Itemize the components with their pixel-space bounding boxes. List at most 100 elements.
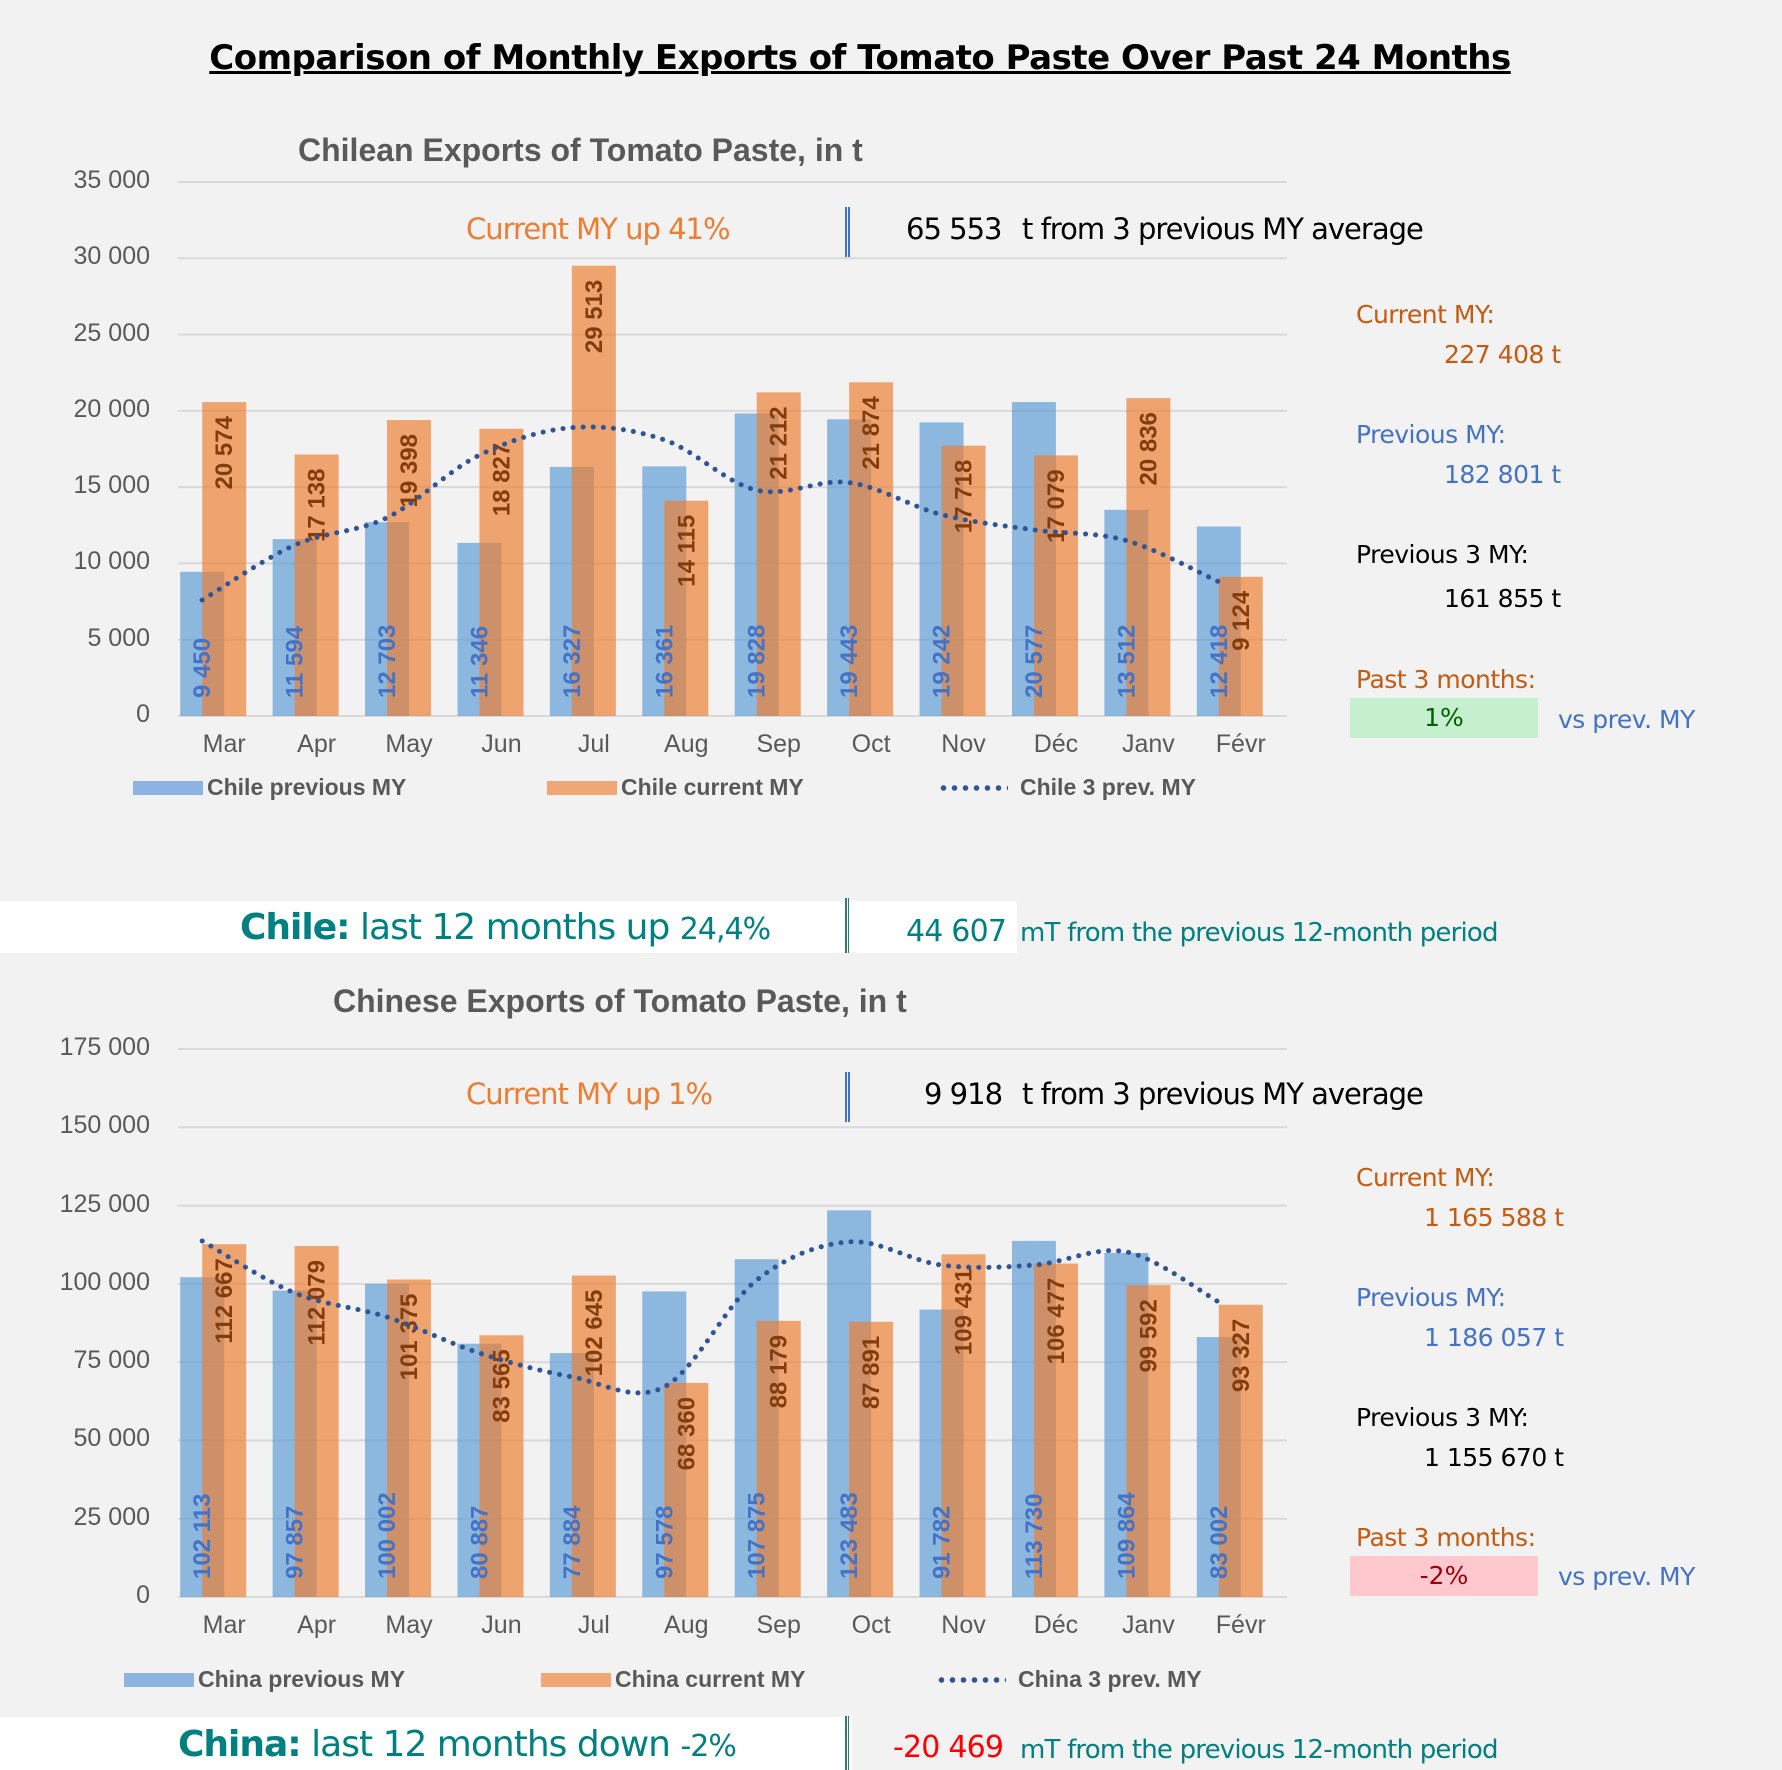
chile-y-tick-label: 35 000 [73, 166, 150, 194]
china-bar-current [756, 1320, 801, 1597]
china-legend-previous: China previous MY [124, 1666, 405, 1693]
chile-label-previous: 19 828 [744, 625, 771, 698]
china-x-tick-label: Févr [1215, 1611, 1266, 1639]
chile-label-previous: 19 242 [929, 625, 956, 698]
legend-swatch-current [541, 1672, 611, 1687]
banner-text: last 12 months down [311, 1724, 671, 1765]
value: 161 855 [1444, 584, 1544, 613]
china-previous-my-label: Previous MY: [1356, 1283, 1506, 1312]
chile-label-current: 14 115 [673, 515, 700, 587]
china-label-current: 102 645 [581, 1290, 608, 1377]
china-label-previous: 107 875 [744, 1492, 771, 1579]
chile-label-previous: 19 443 [836, 625, 863, 698]
chile-x-tick-label: Déc [1033, 730, 1079, 758]
legend-swatch-previous [133, 780, 203, 795]
china-label-previous: 83 002 [1206, 1506, 1233, 1579]
china-label-previous: 77 884 [559, 1505, 586, 1579]
china-past3-label: Past 3 months: [1356, 1523, 1536, 1552]
chile-legend-3prev: Chile 3 prev. MY [938, 774, 1196, 801]
china-x-tick-label: Oct [851, 1611, 891, 1639]
china-current-my-change: Current MY up 1% [466, 1077, 713, 1111]
chile-x-tick-label: Oct [851, 730, 891, 758]
china-banner-suffix: mT from the previous 12-month period [1020, 1735, 1499, 1765]
main-title: Comparison of Monthly Exports of Tomato … [209, 38, 1511, 78]
china-label-previous: 97 578 [651, 1506, 678, 1579]
china-y-tick-label: 100 000 [59, 1267, 150, 1296]
legend-label: Chile current MY [621, 774, 804, 800]
china-x-tick-label: Nov [941, 1611, 986, 1639]
chile-y-tick-label: 10 000 [73, 547, 150, 576]
chile-banner-delta: 44 607 [906, 914, 1007, 949]
chile-line-3prev [199, 424, 1222, 603]
chile-chart-title: Chilean Exports of Tomato Paste, in t [298, 132, 863, 168]
banner-text: last 12 months up [360, 907, 670, 948]
china-y-tick-label: 50 000 [73, 1424, 150, 1453]
chile-legend-current: Chile current MY [547, 774, 804, 801]
china-y-tick-label: 75 000 [73, 1346, 150, 1375]
china-label-previous: 102 113 [189, 1494, 216, 1579]
china-banner-delta: -20 469 [893, 1730, 1004, 1765]
chile-label-current: 29 513 [581, 280, 608, 353]
china-bar-current [941, 1254, 986, 1597]
china-vs-prev-label: vs prev. MY [1558, 1562, 1695, 1591]
chile-prev3-my-value: 161 855 t [1444, 584, 1561, 613]
chile-label-current: 20 836 [1135, 412, 1162, 485]
legend-label: China previous MY [198, 1666, 406, 1692]
chile-diff-value: 65 553 [906, 212, 1002, 246]
chile-x-tick-label: Janv [1121, 730, 1175, 758]
china-x-tick-label: Sep [756, 1611, 801, 1639]
china-current-my-value: 1 165 588 t [1424, 1203, 1564, 1232]
china-label-previous: 97 857 [282, 1506, 309, 1579]
china-label-current: 88 179 [766, 1335, 793, 1408]
legend-label: China current MY [615, 1666, 806, 1692]
chile-label-previous: 16 361 [651, 625, 678, 698]
chile-x-tick-label: Sep [756, 730, 801, 758]
china-bar-current [849, 1321, 894, 1597]
chile-label-previous: 12 418 [1206, 625, 1233, 698]
china-label-current: 99 592 [1135, 1299, 1162, 1372]
value: 182 801 [1444, 460, 1544, 489]
china-bar-current [1033, 1263, 1078, 1597]
legend-label: Chile 3 prev. MY [1020, 774, 1196, 800]
unit: t [1554, 1203, 1564, 1232]
chile-x-tick-label: Févr [1215, 730, 1266, 758]
china-x-tick-label: Jul [577, 1611, 610, 1639]
legend-label: Chile previous MY [207, 774, 407, 800]
china-y-tick-label: 0 [136, 1581, 150, 1609]
chile-banner-suffix: mT from the previous 12-month period [1020, 918, 1499, 948]
china-banner-summary: China: last 12 months down -2% [178, 1724, 737, 1765]
china-legend-3prev: China 3 prev. MY [936, 1666, 1202, 1693]
chile-y-tick-label: 30 000 [73, 242, 150, 271]
china-legend-current: China current MY [541, 1666, 805, 1693]
chile-current-my-value: 227 408 t [1444, 340, 1561, 369]
china-current-my-label: Current MY: [1356, 1163, 1495, 1192]
china-label-current: 109 431 [951, 1268, 978, 1355]
chile-x-tick-label: Apr [297, 730, 337, 758]
china-chart-title: Chinese Exports of Tomato Paste, in t [333, 983, 907, 1019]
china-label-previous: 91 782 [929, 1506, 956, 1579]
chile-label-previous: 11 594 [282, 625, 309, 698]
china-prev3-my-value: 1 155 670 t [1424, 1443, 1564, 1472]
chile-label-previous: 20 577 [1021, 625, 1048, 698]
chile-bar-current [1033, 455, 1078, 716]
chile-past3-badge: 1% [1350, 698, 1538, 738]
china-annotation-separator [845, 1072, 850, 1122]
banner-pct: 24,4% [679, 912, 771, 947]
chile-bar-current [756, 392, 801, 716]
china-label-current: 87 891 [858, 1336, 885, 1409]
china-chart: 102 113 97 857 100 002 80 887 77 884 97 578 10… [178, 1048, 1287, 1598]
china-prev3-my-label: Previous 3 MY: [1356, 1403, 1529, 1432]
china-bar-current [1218, 1304, 1263, 1597]
chile-annotation-separator [845, 207, 850, 257]
china-y-tick-label: 175 000 [59, 1033, 150, 1061]
legend-label: China 3 prev. MY [1018, 1666, 1202, 1692]
chile-x-tick-label: Jul [577, 730, 610, 758]
chile-y-tick-label: 25 000 [73, 318, 150, 347]
china-label-current: 68 360 [673, 1397, 700, 1470]
chile-y-tick-label: 15 000 [73, 471, 150, 500]
china-label-previous: 100 002 [374, 1492, 401, 1579]
china-previous-my-value: 1 186 057 t [1424, 1323, 1564, 1352]
chile-label-previous: 9 450 [189, 638, 216, 698]
chile-label-current: 18 827 [488, 443, 515, 516]
value: 1 186 057 [1424, 1323, 1547, 1352]
